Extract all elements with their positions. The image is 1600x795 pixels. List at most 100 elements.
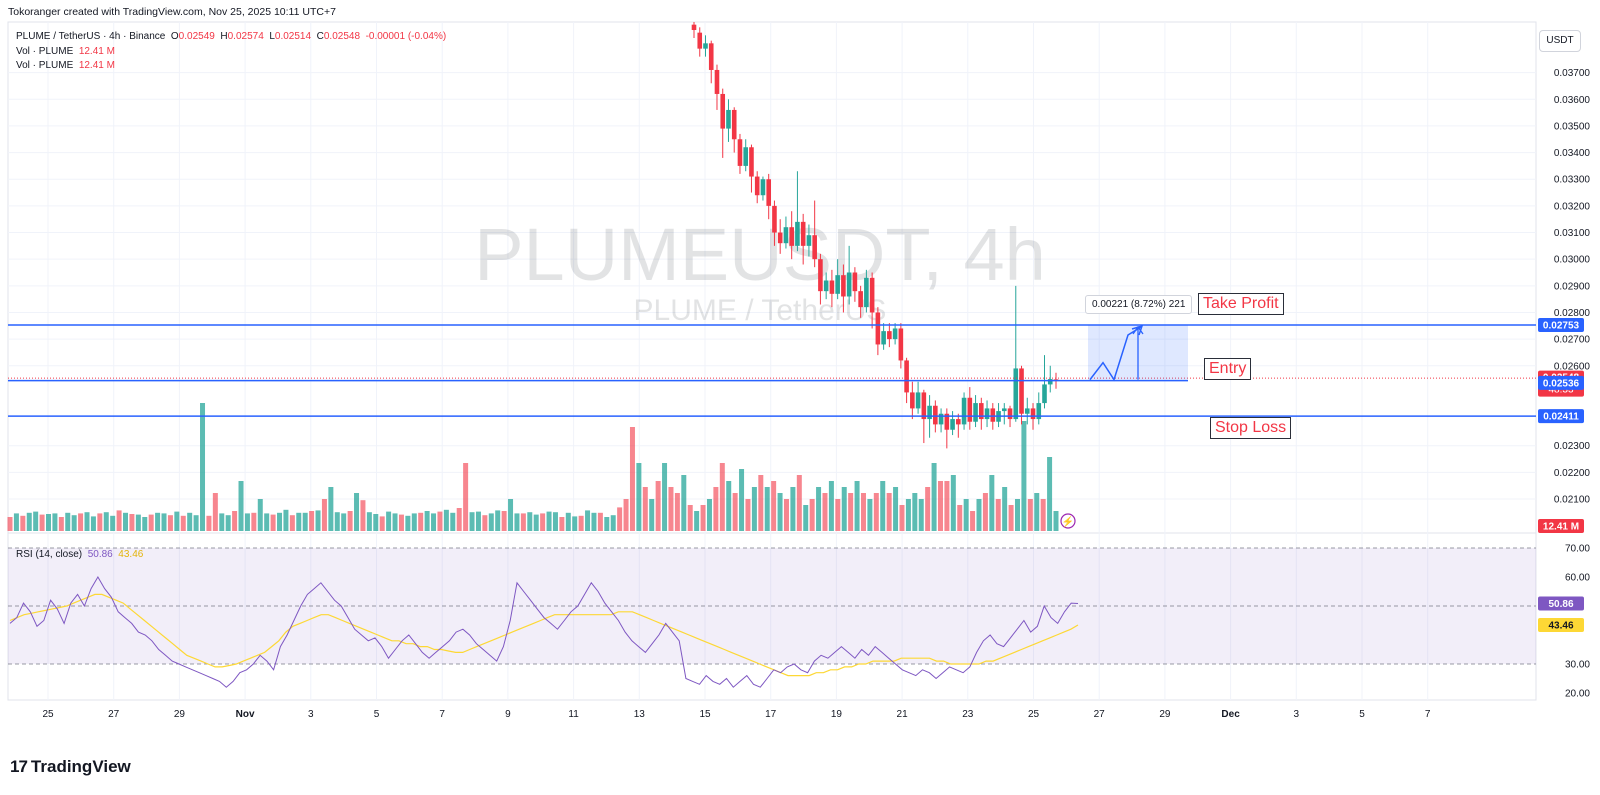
volume-bar <box>450 512 456 531</box>
price-tick-label: 0.03300 <box>1554 175 1591 186</box>
volume-bar <box>758 475 764 531</box>
price-tick-label: 0.02800 <box>1554 308 1591 319</box>
candle-body <box>864 277 869 308</box>
candle-body <box>956 419 961 425</box>
candle-body <box>973 403 978 422</box>
measure-label: 0.00221 (8.72%) 221 <box>1085 295 1193 314</box>
volume-bar <box>315 510 321 531</box>
candle-body <box>887 331 892 340</box>
candle-body <box>726 109 731 129</box>
volume-bar <box>739 469 745 531</box>
volume-bar <box>886 493 892 531</box>
candle-body <box>714 69 720 94</box>
volume-bar <box>514 513 520 531</box>
volume-bar <box>899 505 905 531</box>
volume-bar <box>976 499 982 531</box>
close-value: 0.02548 <box>323 31 361 42</box>
volume-bar <box>482 515 488 531</box>
volume-bar <box>732 493 738 531</box>
candle-body <box>875 312 881 345</box>
candle-body <box>938 413 944 425</box>
volume-bar <box>277 512 283 531</box>
volume-bar <box>257 499 263 531</box>
time-tick-label: 25 <box>42 709 54 720</box>
volume-bar <box>841 487 847 531</box>
volume-bar <box>341 513 347 531</box>
candle-body <box>754 176 760 196</box>
volume-bar <box>726 481 732 531</box>
candle-body <box>1042 384 1047 404</box>
stop-loss-badge: 0.02411 <box>1543 412 1579 423</box>
volume-bar <box>918 499 924 531</box>
volume-bar <box>110 515 116 531</box>
volume-bar <box>456 508 462 531</box>
volume-bar <box>950 475 956 531</box>
volume-bar <box>1040 499 1046 531</box>
rsi-value: 50.86 <box>87 549 113 560</box>
take-profit-badge-bg <box>1538 318 1584 333</box>
volume-bar <box>578 515 584 531</box>
volume-bar <box>20 515 26 531</box>
volume-bar <box>386 511 392 531</box>
low-label: L <box>269 31 275 42</box>
volume-bar <box>187 512 193 531</box>
volume-bar <box>931 463 937 531</box>
volume-bar <box>437 511 443 531</box>
volume-bar <box>270 514 276 531</box>
volume-bar <box>873 493 879 531</box>
volume-bar <box>713 487 719 531</box>
volume-bar <box>155 512 161 531</box>
low-value: 0.02514 <box>274 31 312 42</box>
volume-bar <box>360 500 366 531</box>
volume-bar <box>905 499 911 531</box>
volume-bar <box>431 513 437 531</box>
volume-bar <box>418 512 424 531</box>
candle-body <box>777 232 783 244</box>
volume-bar <box>982 493 988 531</box>
candle-body <box>766 179 771 206</box>
candle-body <box>835 275 840 294</box>
candle-body <box>892 328 898 340</box>
volume-bar <box>803 505 809 531</box>
volume-bar <box>129 514 135 531</box>
candle-body <box>869 277 875 313</box>
candle-body <box>783 227 789 244</box>
candle-body <box>915 392 921 409</box>
volume-bar <box>925 487 931 531</box>
candle-body <box>731 109 737 140</box>
volume-bar <box>219 513 225 531</box>
tradingview-logo[interactable]: 17 TradingView <box>10 757 131 777</box>
price-tick-label: 0.02600 <box>1554 361 1591 372</box>
rsi-ma-value: 43.46 <box>118 549 144 560</box>
volume-bar <box>123 512 129 531</box>
candle-body <box>1001 408 1007 412</box>
currency-button[interactable]: USDT <box>1539 30 1581 52</box>
volume-bar <box>835 499 841 531</box>
volume-bar <box>501 511 507 531</box>
volume-bar <box>751 487 757 531</box>
candle-body <box>904 360 909 393</box>
volume-bar <box>597 512 603 531</box>
volume-bar <box>777 493 783 531</box>
volume-bar <box>206 515 212 531</box>
rsi-value-badge: 50.86 <box>1548 599 1573 610</box>
price-tick-label: 0.03200 <box>1554 201 1591 212</box>
candle-body <box>1030 408 1036 420</box>
volume-bar <box>373 514 379 531</box>
volume-bar <box>764 487 770 531</box>
candle-body <box>950 419 955 430</box>
volume-bar <box>392 513 398 531</box>
candle-body <box>1007 408 1013 420</box>
candle-body <box>921 392 927 420</box>
candle-body <box>1024 408 1030 414</box>
candle-body <box>898 328 904 361</box>
high-label: H <box>220 31 228 42</box>
volume-bar <box>944 481 950 531</box>
volume-bar <box>912 493 918 531</box>
volume-bar <box>816 487 822 531</box>
volume-bar <box>26 512 32 531</box>
volume-bar <box>559 517 565 531</box>
time-tick-label: 17 <box>765 709 777 720</box>
take-profit-label: Take Profit <box>1198 293 1284 315</box>
volume-bar <box>1034 493 1040 531</box>
